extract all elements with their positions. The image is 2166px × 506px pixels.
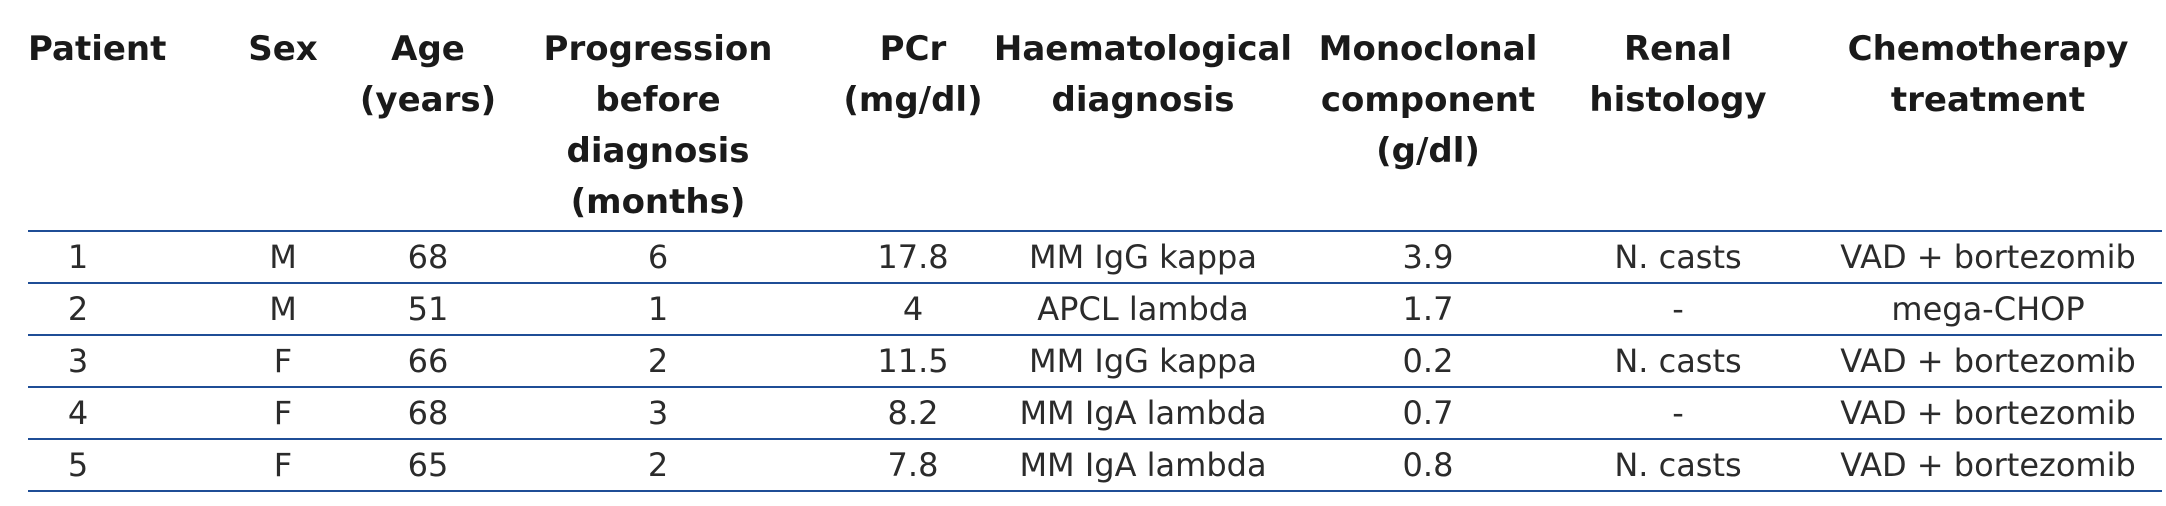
cell-patient: 2 bbox=[67, 290, 89, 328]
cell-renal: N. casts bbox=[1614, 342, 1742, 380]
header-renal-line-1: Renal bbox=[1623, 29, 1733, 69]
cell-patient: 3 bbox=[67, 342, 89, 380]
cell-monoclonal: 3.9 bbox=[1402, 238, 1454, 276]
table-row: 2 M 51 1 4 APCL lambda 1.7 - mega-CHOP bbox=[28, 284, 2162, 336]
cell-patient: 1 bbox=[67, 238, 89, 276]
table-row: 3 F 66 2 11.5 MM IgG kappa 0.2 N. casts … bbox=[28, 336, 2162, 388]
table-row: 5 F 65 2 7.8 MM IgA lambda 0.8 N. casts … bbox=[28, 440, 2162, 492]
cell-pcr: 4 bbox=[902, 290, 924, 328]
header-haematological-line-1: Haematological bbox=[993, 29, 1293, 69]
header-age-line-1: Age bbox=[391, 29, 465, 69]
cell-sex: F bbox=[273, 446, 293, 484]
cell-age: 65 bbox=[407, 446, 449, 484]
table-header-row: Patient Sex Age (years) Progression befo… bbox=[28, 24, 2162, 232]
cell-monoclonal: 1.7 bbox=[1402, 290, 1454, 328]
header-chemotherapy-line-2: treatment bbox=[1890, 80, 2086, 120]
cell-pcr: 8.2 bbox=[887, 394, 939, 432]
cell-progression: 1 bbox=[647, 290, 669, 328]
cell-haematological: MM IgA lambda bbox=[1019, 446, 1267, 484]
header-pcr-line-2: (mg/dl) bbox=[843, 80, 983, 120]
cell-renal: - bbox=[1672, 394, 1684, 432]
header-sex: Sex bbox=[228, 24, 338, 75]
cell-haematological: MM IgG kappa bbox=[1029, 342, 1257, 380]
header-chemotherapy: Chemotherapy treatment bbox=[1798, 24, 2166, 126]
header-progression-line-2: before bbox=[595, 80, 721, 120]
header-age-line-2: (years) bbox=[359, 80, 497, 120]
cell-renal: N. casts bbox=[1614, 238, 1742, 276]
cell-chemotherapy: VAD + bortezomib bbox=[1840, 342, 2136, 380]
cell-sex: F bbox=[273, 342, 293, 380]
cell-haematological: APCL lambda bbox=[1037, 290, 1249, 328]
cell-progression: 3 bbox=[647, 394, 669, 432]
cell-age: 51 bbox=[407, 290, 449, 328]
header-monoclonal-line-1: Monoclonal bbox=[1318, 29, 1538, 69]
header-age: Age (years) bbox=[358, 24, 498, 126]
header-haematological-line-2: diagnosis bbox=[1051, 80, 1235, 120]
cell-sex: F bbox=[273, 394, 293, 432]
header-progression-line-1: Progression bbox=[543, 29, 773, 69]
header-progression-line-3: diagnosis bbox=[566, 131, 750, 171]
header-progression: Progression before diagnosis (months) bbox=[533, 24, 783, 228]
cell-pcr: 11.5 bbox=[877, 342, 949, 380]
header-pcr-line-1: PCr bbox=[879, 29, 947, 69]
cell-chemotherapy: mega-CHOP bbox=[1891, 290, 2085, 328]
cell-sex: M bbox=[269, 238, 297, 276]
cell-haematological: MM IgG kappa bbox=[1029, 238, 1257, 276]
header-monoclonal-line-2: component bbox=[1320, 80, 1536, 120]
cell-renal: - bbox=[1672, 290, 1684, 328]
patient-table: Patient Sex Age (years) Progression befo… bbox=[28, 24, 2162, 492]
cell-patient: 5 bbox=[67, 446, 89, 484]
cell-progression: 2 bbox=[647, 342, 669, 380]
header-monoclonal: Monoclonal component (g/dl) bbox=[1288, 24, 1568, 177]
header-sex-line: Sex bbox=[248, 29, 318, 69]
header-renal-line-2: histology bbox=[1589, 80, 1767, 120]
cell-age: 66 bbox=[407, 342, 449, 380]
cell-renal: N. casts bbox=[1614, 446, 1742, 484]
table-row: 4 F 68 3 8.2 MM IgA lambda 0.7 - VAD + b… bbox=[28, 388, 2162, 440]
header-pcr: PCr (mg/dl) bbox=[818, 24, 1008, 126]
cell-chemotherapy: VAD + bortezomib bbox=[1840, 238, 2136, 276]
cell-age: 68 bbox=[407, 394, 449, 432]
header-progression-line-4: (months) bbox=[570, 182, 746, 222]
header-patient-line: Patient bbox=[28, 29, 167, 69]
cell-chemotherapy: VAD + bortezomib bbox=[1840, 394, 2136, 432]
cell-age: 68 bbox=[407, 238, 449, 276]
cell-monoclonal: 0.2 bbox=[1402, 342, 1454, 380]
header-patient: Patient bbox=[28, 24, 178, 75]
table-row: 1 M 68 6 17.8 MM IgG kappa 3.9 N. casts … bbox=[28, 232, 2162, 284]
header-haematological: Haematological diagnosis bbox=[978, 24, 1308, 126]
header-monoclonal-line-3: (g/dl) bbox=[1376, 131, 1480, 171]
header-chemotherapy-line-1: Chemotherapy bbox=[1847, 29, 2129, 69]
cell-chemotherapy: VAD + bortezomib bbox=[1840, 446, 2136, 484]
cell-haematological: MM IgA lambda bbox=[1019, 394, 1267, 432]
cell-pcr: 7.8 bbox=[887, 446, 939, 484]
cell-monoclonal: 0.7 bbox=[1402, 394, 1454, 432]
cell-sex: M bbox=[269, 290, 297, 328]
cell-pcr: 17.8 bbox=[877, 238, 949, 276]
cell-monoclonal: 0.8 bbox=[1402, 446, 1454, 484]
cell-progression: 6 bbox=[647, 238, 669, 276]
header-renal: Renal histology bbox=[1538, 24, 1818, 126]
cell-progression: 2 bbox=[647, 446, 669, 484]
cell-patient: 4 bbox=[67, 394, 89, 432]
